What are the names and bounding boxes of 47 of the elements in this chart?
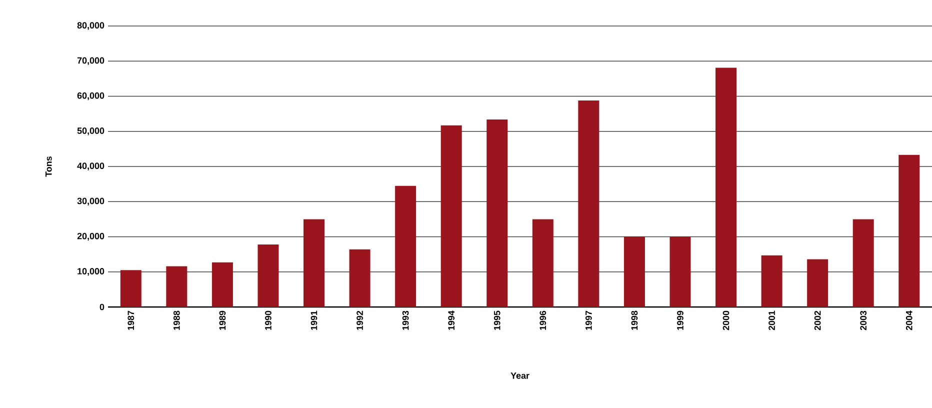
x-tick-label: 1989 <box>219 310 226 330</box>
x-tick-label: 1993 <box>402 310 409 330</box>
y-axis-title: Tons <box>46 156 52 177</box>
y-tick-label: 70,000 <box>77 57 104 65</box>
bar <box>670 236 691 307</box>
x-tick-label: 2001 <box>768 310 775 330</box>
y-tick-label: 20,000 <box>77 232 104 241</box>
bar <box>120 270 142 307</box>
x-tick-label: 1999 <box>677 310 684 330</box>
y-tick-label: 40,000 <box>77 162 104 170</box>
bar <box>440 125 462 307</box>
y-tick-label: 0 <box>100 304 104 310</box>
x-tick-label: 2003 <box>860 310 867 330</box>
bar <box>716 68 737 307</box>
bar <box>395 186 416 307</box>
x-tick-label: 1997 <box>585 310 592 330</box>
bar <box>486 119 508 307</box>
x-tick-label: 1987 <box>128 310 134 330</box>
bar <box>349 249 370 307</box>
y-tick-label: 10,000 <box>78 268 104 276</box>
bar <box>761 255 782 307</box>
x-tick-label: 1991 <box>310 310 318 330</box>
x-tick-label: 1990 <box>265 310 272 330</box>
bar <box>532 219 554 307</box>
bar <box>852 219 874 307</box>
bar <box>807 259 828 307</box>
bar <box>212 262 233 307</box>
bar <box>166 266 188 307</box>
x-tick-label: 1996 <box>540 310 546 330</box>
x-tick-label: 1994 <box>448 310 455 330</box>
bar <box>258 244 279 307</box>
y-tick-label: 30,000 <box>77 198 104 206</box>
bar <box>898 154 920 307</box>
x-tick-label: 1995 <box>494 310 500 330</box>
x-tick-label: 1998 <box>631 310 638 330</box>
bar <box>624 236 645 307</box>
y-tick-label: 60,000 <box>77 92 104 100</box>
x-tick-label: 1988 <box>173 310 180 330</box>
y-tick-label: 50,000 <box>77 128 104 136</box>
y-tick-label: 80,000 <box>77 22 104 30</box>
x-tick-label: 2002 <box>814 310 821 330</box>
bar <box>578 100 600 307</box>
x-tick-label: 1992 <box>356 310 363 330</box>
x-axis-title: Year <box>510 372 530 379</box>
bar <box>304 219 325 307</box>
x-tick-label: 2000 <box>722 310 730 330</box>
x-tick-label: 2004 <box>906 310 912 330</box>
